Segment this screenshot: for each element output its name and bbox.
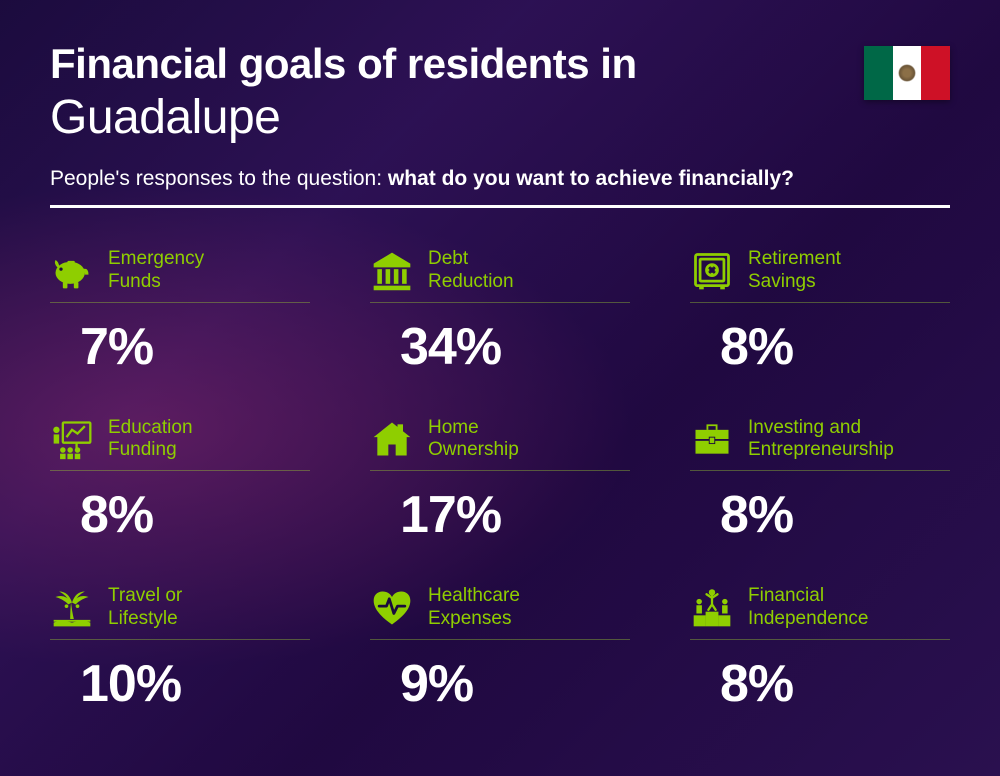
goal-value: 17% (370, 485, 630, 545)
goal-item: HomeOwnership 17% (370, 417, 630, 546)
flag-stripe-white (893, 46, 922, 100)
flag-emblem-icon (898, 64, 916, 82)
goal-label: DebtReduction (428, 248, 514, 294)
goal-item: EmergencyFunds 7% (50, 248, 310, 377)
goal-label: Travel orLifestyle (108, 585, 182, 631)
house-icon (370, 417, 414, 461)
goal-item: HealthcareExpenses 9% (370, 585, 630, 714)
flag-stripe-green (864, 46, 893, 100)
goal-value: 8% (690, 654, 950, 714)
briefcase-icon (690, 417, 734, 461)
title-line-2: Guadalupe (50, 90, 950, 145)
subtitle-question: what do you want to achieve financially? (388, 167, 794, 190)
goal-item-header: Travel orLifestyle (50, 585, 310, 640)
header-divider (50, 205, 950, 208)
goal-value: 9% (370, 654, 630, 714)
goal-item-header: EmergencyFunds (50, 248, 310, 303)
header: Financial goals of residents in Guadalup… (50, 40, 950, 208)
goal-item: Travel orLifestyle 10% (50, 585, 310, 714)
goal-label: EducationFunding (108, 417, 193, 463)
goal-item: DebtReduction 34% (370, 248, 630, 377)
goals-grid: EmergencyFunds 7% DebtReduction 34% Retireme… (50, 248, 950, 714)
goal-item: FinancialIndependence 8% (690, 585, 950, 714)
goal-label: HealthcareExpenses (428, 585, 520, 631)
safe-icon (690, 249, 734, 293)
goal-label: Investing andEntrepreneurship (748, 417, 894, 463)
subtitle: People's responses to the question: what… (50, 167, 950, 191)
presentation-icon (50, 417, 94, 461)
bank-icon (370, 249, 414, 293)
podium-icon (690, 586, 734, 630)
heart-pulse-icon (370, 586, 414, 630)
goal-value: 8% (690, 317, 950, 377)
goal-value: 10% (50, 654, 310, 714)
goal-label: HomeOwnership (428, 417, 519, 463)
goal-label: RetirementSavings (748, 248, 841, 294)
goal-value: 7% (50, 317, 310, 377)
goal-item-header: Investing andEntrepreneurship (690, 417, 950, 472)
goal-value: 8% (50, 485, 310, 545)
subtitle-prefix: People's responses to the question: (50, 167, 388, 190)
title-line-1: Financial goals of residents in (50, 40, 950, 88)
goal-item: EducationFunding 8% (50, 417, 310, 546)
goal-item: RetirementSavings 8% (690, 248, 950, 377)
flag-mexico (864, 46, 950, 100)
goal-item-header: RetirementSavings (690, 248, 950, 303)
goal-value: 8% (690, 485, 950, 545)
piggy-bank-icon (50, 249, 94, 293)
goal-label: FinancialIndependence (748, 585, 868, 631)
goal-label: EmergencyFunds (108, 248, 204, 294)
goal-item-header: HomeOwnership (370, 417, 630, 472)
goal-item-header: EducationFunding (50, 417, 310, 472)
flag-stripe-red (921, 46, 950, 100)
goal-item-header: HealthcareExpenses (370, 585, 630, 640)
goal-item: Investing andEntrepreneurship 8% (690, 417, 950, 546)
goal-value: 34% (370, 317, 630, 377)
goal-item-header: DebtReduction (370, 248, 630, 303)
palm-tree-icon (50, 586, 94, 630)
goal-item-header: FinancialIndependence (690, 585, 950, 640)
